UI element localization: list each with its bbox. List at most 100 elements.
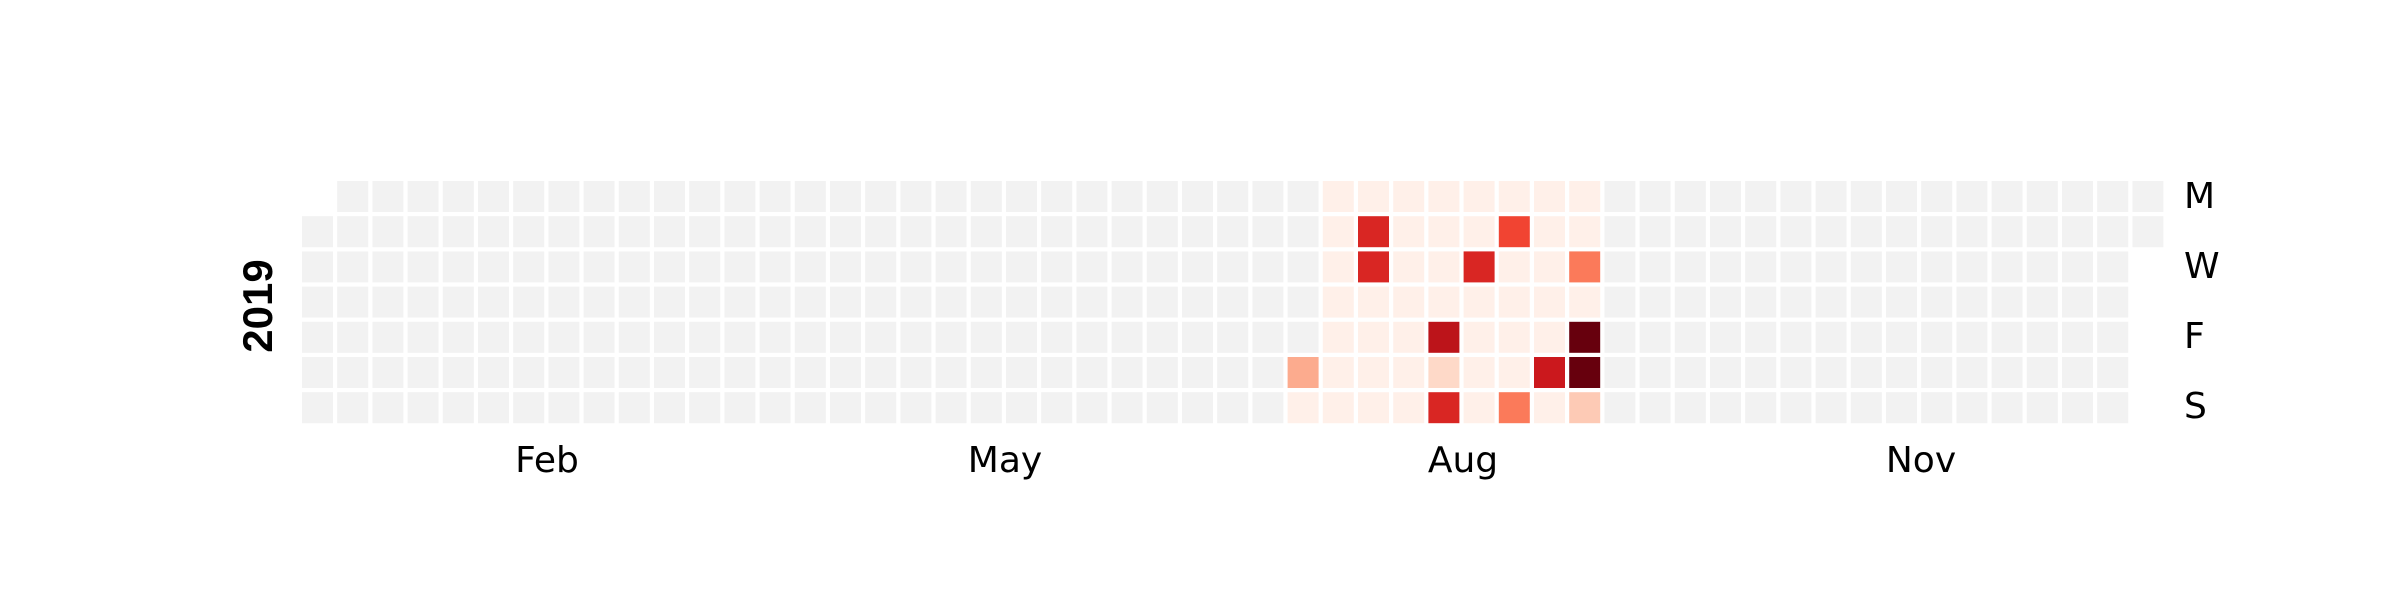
heatmap-cell [1674,392,1706,424]
heatmap-cell [1041,286,1073,318]
heatmap-cell [865,321,897,353]
heatmap-cell [1674,357,1706,388]
heatmap-cell [2062,181,2093,212]
heatmap-cell-active [1358,216,1389,248]
heatmap-cell [1146,357,1178,388]
year-label: 2019 [234,259,281,352]
heatmap-cell-active [1463,392,1495,424]
heatmap-cell [618,357,650,388]
heatmap-cell [654,286,685,318]
heatmap-cell [442,216,474,248]
heatmap-cell [2062,321,2093,353]
heatmap-cell [865,251,897,283]
heatmap-cell [1780,181,1812,212]
heatmap-cell [1182,392,1213,424]
heatmap-cell [1006,251,1037,283]
heatmap-cell [1639,216,1671,248]
heatmap-cell [1886,216,1917,248]
heatmap-cell [1252,181,1284,212]
heatmap-cell [900,321,932,353]
heatmap-cell-active [1534,181,1565,212]
heatmap-cell [830,251,861,283]
heatmap-cell [1991,286,2023,318]
heatmap-cell [1252,321,1284,353]
heatmap-cell [1182,357,1213,388]
heatmap-cell [407,392,439,424]
heatmap-cell [1076,286,1108,318]
heatmap-cell [478,321,509,353]
heatmap-cell [2097,216,2129,248]
heatmap-cell [302,321,333,353]
heatmap-cell [1674,181,1706,212]
month-label-feb: Feb [515,440,579,481]
heatmap-cell [1745,357,1777,388]
heatmap-cell [900,392,932,424]
heatmap-cell [302,286,333,318]
heatmap-cell-active [1534,251,1565,283]
heatmap-cell [1815,181,1847,212]
heatmap-cell-active [1569,216,1601,248]
heatmap-cell [442,321,474,353]
heatmap-cell [1956,216,1988,248]
heatmap-cell [302,251,333,283]
heatmap-cell [372,392,404,424]
heatmap-cells [302,181,2164,424]
heatmap-cell [2062,286,2093,318]
heatmap-cell [1146,392,1178,424]
heatmap-cell [442,357,474,388]
heatmap-cell [513,251,545,283]
heatmap-cell [1780,216,1812,248]
heatmap-cell [935,181,967,212]
heatmap-cell [548,321,580,353]
heatmap-cell [513,181,545,212]
heatmap-cell-active [1569,357,1601,388]
heatmap-cell [583,392,615,424]
heatmap-cell [1182,181,1213,212]
heatmap-cell [759,251,791,283]
heatmap-cell-active [1322,392,1354,424]
heatmap-cell [1710,357,1741,388]
heatmap-cell [759,286,791,318]
heatmap-cell-active [1534,392,1565,424]
heatmap-cell [1252,392,1284,424]
heatmap-cell [1956,181,1988,212]
heatmap-cell [2062,251,2093,283]
heatmap-cell [548,216,580,248]
heatmap-cell [478,216,509,248]
heatmap-cell-active [1498,286,1530,318]
heatmap-cell [1710,251,1741,283]
heatmap-cell [407,251,439,283]
heatmap-cell [1076,392,1108,424]
heatmap-cell [654,357,685,388]
heatmap-cell-active [1393,216,1425,248]
heatmap-cell [865,216,897,248]
heatmap-cell [1006,321,1037,353]
heatmap-cell [935,251,967,283]
heatmap-cell [407,181,439,212]
heatmap-cell [1006,181,1037,212]
heatmap-cell [1146,321,1178,353]
heatmap-cell-active [1322,321,1354,353]
heatmap-cell [1850,286,1882,318]
heatmap-cell-active [1428,392,1460,424]
heatmap-cell [618,216,650,248]
heatmap-cell [900,251,932,283]
heatmap-cell [1111,321,1143,353]
heatmap-cell [1146,216,1178,248]
heatmap-cell-active [1498,357,1530,388]
heatmap-cell [1991,321,2023,353]
heatmap-cell [442,251,474,283]
heatmap-cell [1006,392,1037,424]
heatmap-cell-active [1569,181,1601,212]
heatmap-cell [1710,321,1741,353]
heatmap-cell-active [1358,286,1389,318]
day-label-f: F [2184,316,2205,357]
heatmap-cell-active [1393,251,1425,283]
heatmap-cell [1182,321,1213,353]
heatmap-cell [1921,392,1953,424]
heatmap-cell [1287,181,1319,212]
heatmap-cell [337,251,369,283]
heatmap-cell [759,181,791,212]
heatmap-cell [1006,286,1037,318]
heatmap-cell [689,286,721,318]
